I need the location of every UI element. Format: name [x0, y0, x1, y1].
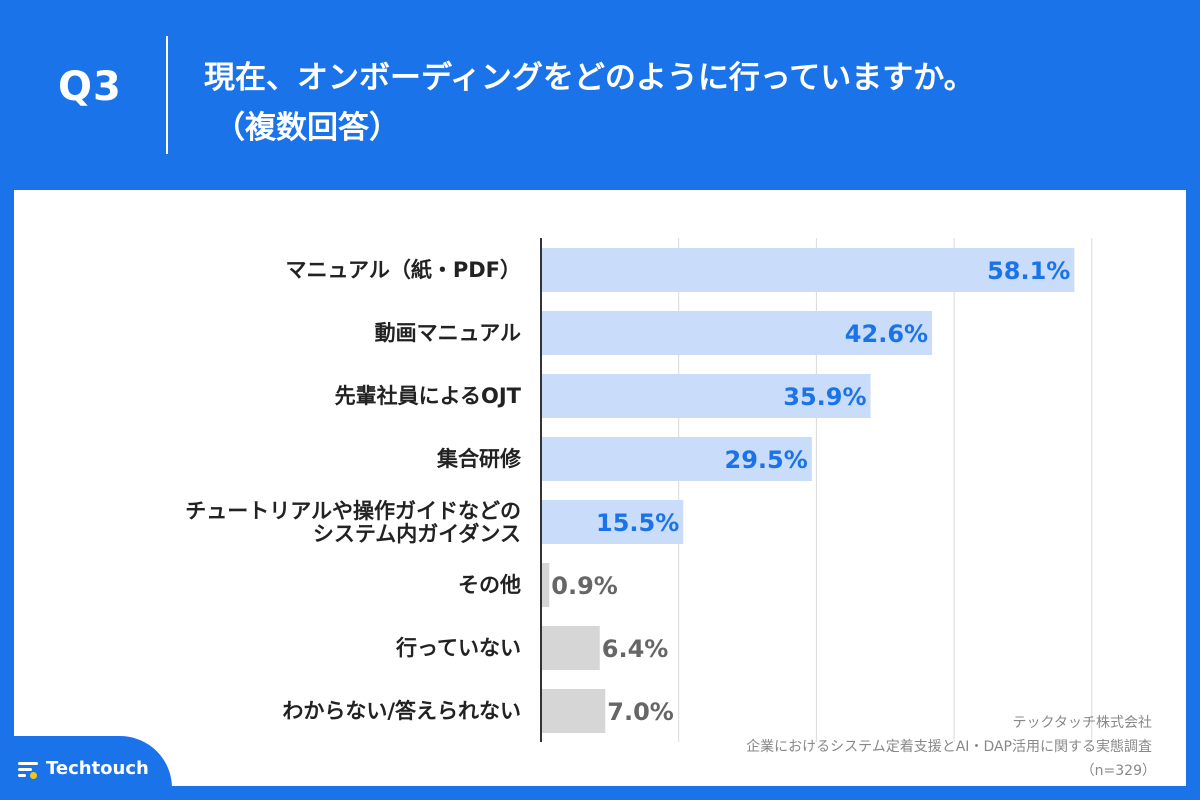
brand-name: Techtouch [46, 758, 149, 779]
category-label-5-line1: チュートリアルや操作ガイドなどの [185, 499, 521, 523]
value-label-1: 58.1% [987, 257, 1070, 285]
category-label-1: マニュアル（紙・PDF） [285, 258, 521, 282]
bar-1 [541, 248, 1075, 292]
category-label-4: 集合研修 [436, 447, 522, 471]
bar-6 [541, 563, 550, 607]
value-label-3: 35.9% [783, 383, 866, 411]
bar-7 [541, 626, 600, 670]
value-label-5: 15.5% [596, 509, 679, 537]
bar-8 [541, 689, 606, 733]
category-label-2: 動画マニュアル [375, 321, 521, 345]
category-label-7: 行っていない [395, 636, 521, 660]
bar-2 [541, 311, 933, 355]
source-survey: 企業におけるシステム定着支援とAI・DAP活用に関する実態調査 [746, 739, 1152, 755]
value-label-6: 0.9% [551, 572, 618, 600]
value-label-8: 7.0% [607, 698, 674, 726]
bar-4 [541, 437, 812, 481]
category-label-8: わからない/答えられない [282, 699, 521, 723]
value-label-7: 6.4% [602, 635, 669, 663]
category-label-3: 先輩社員によるOJT [335, 384, 522, 408]
brand-logo: Techtouch [18, 758, 149, 779]
bar-chart: 58.1% マニュアル（紙・PDF） 42.6% 動画マニュアル 35.9% 先輩社員によ… [185, 238, 1093, 742]
source-sample-size: （n=329） [1080, 763, 1156, 779]
question-number: Q3 [58, 64, 122, 110]
header: Q3 現在、オンボーディングをどのように行っていますか。 （複数回答） [0, 0, 1200, 190]
header-divider [166, 36, 168, 154]
bar-3 [541, 374, 871, 418]
techtouch-logo-icon [18, 760, 40, 779]
category-label-6: その他 [458, 573, 521, 597]
question-title-line2: （複数回答） [214, 110, 400, 146]
value-label-2: 42.6% [845, 320, 928, 348]
category-label-5-line2: システム内ガイダンス [313, 522, 521, 546]
source-company: テックタッチ株式会社 [1012, 715, 1152, 731]
bar-5 [541, 500, 684, 544]
chart-panel: 58.1% マニュアル（紙・PDF） 42.6% 動画マニュアル 35.9% 先輩社員によ… [14, 190, 1186, 786]
question-title-line1: 現在、オンボーディングをどのように行っていますか。 [204, 60, 975, 96]
value-label-4: 29.5% [725, 446, 808, 474]
